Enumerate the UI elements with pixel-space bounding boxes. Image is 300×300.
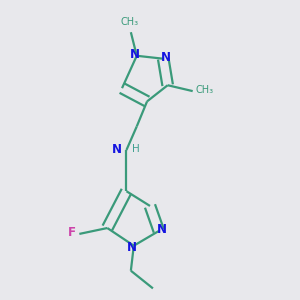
Text: H: H [132, 144, 140, 154]
Text: N: N [129, 48, 140, 61]
Text: N: N [112, 143, 122, 157]
Text: CH₃: CH₃ [195, 85, 213, 94]
Text: N: N [161, 51, 171, 64]
Text: F: F [68, 226, 76, 239]
Text: N: N [157, 223, 167, 236]
Text: CH₃: CH₃ [120, 17, 139, 27]
Text: N: N [127, 241, 137, 254]
